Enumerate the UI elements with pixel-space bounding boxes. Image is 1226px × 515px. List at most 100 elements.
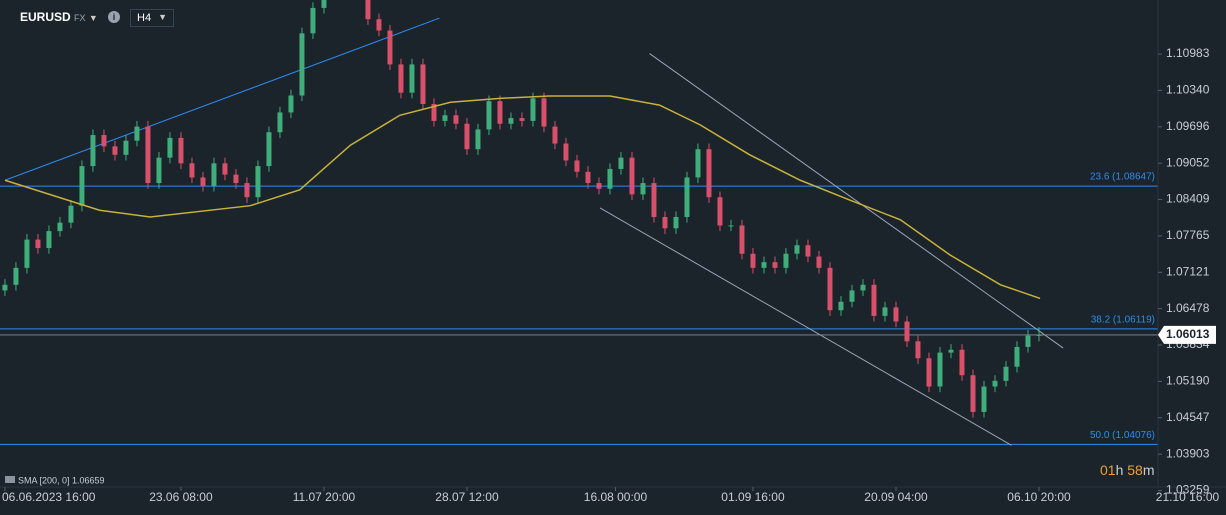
candle-body (926, 358, 932, 387)
candle-body (992, 380, 998, 387)
candle-body (222, 163, 228, 175)
legend-icon (5, 476, 15, 483)
candle-body (112, 146, 118, 155)
legend-entry: SMA [200, 0] 1.06659 (18, 475, 105, 485)
countdown-unit: h (1115, 462, 1124, 478)
candle-body (387, 30, 393, 65)
candle-body (761, 262, 767, 268)
candle-body (596, 183, 602, 189)
candle-body (255, 166, 261, 198)
trendline (4, 17, 440, 181)
candle-body (68, 205, 74, 223)
candle-body (431, 103, 437, 121)
candle-body (915, 341, 921, 359)
candle-body (1025, 335, 1031, 347)
y-tick-label: 1.06478 (1166, 301, 1210, 315)
trendline (649, 53, 1064, 349)
candle-body (838, 301, 844, 311)
candle-body (959, 349, 965, 376)
y-tick-label: 1.09696 (1166, 119, 1210, 133)
candle-body (90, 135, 96, 167)
candle-body (244, 183, 250, 198)
candle-body (1014, 346, 1020, 367)
x-tick-label: 16.08 00:00 (584, 490, 648, 504)
candle-body (607, 168, 613, 189)
candle-body (970, 375, 976, 412)
candle-body (376, 19, 382, 31)
candle-body (750, 253, 756, 268)
fib-label: 23.6 (1.08647) (1090, 172, 1155, 183)
candle-body (1003, 366, 1009, 381)
x-tick-label: 01.09 16:00 (721, 490, 785, 504)
y-tick-label: 1.03903 (1166, 446, 1210, 460)
candle-body (442, 115, 448, 121)
countdown: 01h 58m (1100, 462, 1155, 478)
candle-body (508, 118, 514, 124)
candle-body (816, 256, 822, 268)
candle-body (475, 129, 481, 150)
candle-body (860, 284, 866, 291)
candle-body (167, 137, 173, 158)
candle-body (409, 64, 415, 93)
last-price-label: 1.06013 (1166, 327, 1210, 341)
y-tick-label: 1.04547 (1166, 410, 1210, 424)
candle-body (24, 239, 30, 268)
candle-body (783, 253, 789, 268)
countdown-unit: m (1142, 462, 1155, 478)
candle-body (530, 98, 536, 121)
candle-body (497, 101, 503, 124)
candle-body (618, 157, 624, 169)
info-icon[interactable]: i (108, 11, 120, 23)
candle-body (673, 216, 679, 229)
x-tick-label: 20.09 04:00 (864, 490, 928, 504)
sma-line (4, 95, 1041, 300)
symbol-name[interactable]: EURUSD (20, 10, 71, 24)
timeframe[interactable]: H4 (137, 12, 152, 24)
candle-body (772, 262, 778, 268)
fib-label: 38.2 (1.06119) (1091, 315, 1155, 326)
candle-body (541, 98, 547, 127)
candle-body (453, 115, 459, 124)
candle-body (233, 174, 239, 184)
candle-body (2, 284, 8, 291)
candle-body (684, 177, 690, 217)
y-tick-label: 1.09052 (1166, 155, 1210, 169)
candle-body (13, 267, 19, 285)
candle-body (486, 101, 492, 130)
y-tick-label: 1.10340 (1166, 83, 1210, 97)
candle-body (981, 386, 987, 412)
candle-body (266, 132, 272, 167)
candle-body (156, 157, 162, 184)
candle-body (189, 163, 195, 178)
candle-body (695, 149, 701, 178)
timeframe-select[interactable]: H4 ▼ (130, 9, 174, 27)
candle-body (145, 126, 151, 184)
trendline (599, 207, 1012, 446)
candle-body (519, 118, 525, 121)
candle-body (893, 307, 899, 322)
candle-body (728, 225, 734, 227)
y-tick-label: 1.07121 (1166, 264, 1210, 278)
candle-body (288, 95, 294, 113)
y-tick-label: 1.10983 (1166, 46, 1210, 60)
candle-body (123, 140, 129, 155)
candle-body (420, 64, 426, 104)
candle-body (739, 225, 745, 254)
y-tick-label: 1.08409 (1166, 192, 1210, 206)
candle-body (178, 137, 184, 164)
candle-body (717, 197, 723, 226)
candle-body (211, 163, 217, 186)
symbol[interactable]: EURUSD FX ▼ (20, 10, 98, 24)
x-tick-label: 28.07 12:00 (435, 490, 499, 504)
x-tick-label: 06.06.2023 16:00 (2, 490, 96, 504)
candle-body (651, 183, 657, 217)
candle-body (706, 149, 712, 198)
x-tick-label: 06.10 20:00 (1007, 490, 1071, 504)
candle-body (299, 33, 305, 96)
candle-body (640, 183, 646, 195)
candle-body (585, 171, 591, 184)
candle-body (277, 112, 283, 133)
candle-body (200, 177, 206, 186)
